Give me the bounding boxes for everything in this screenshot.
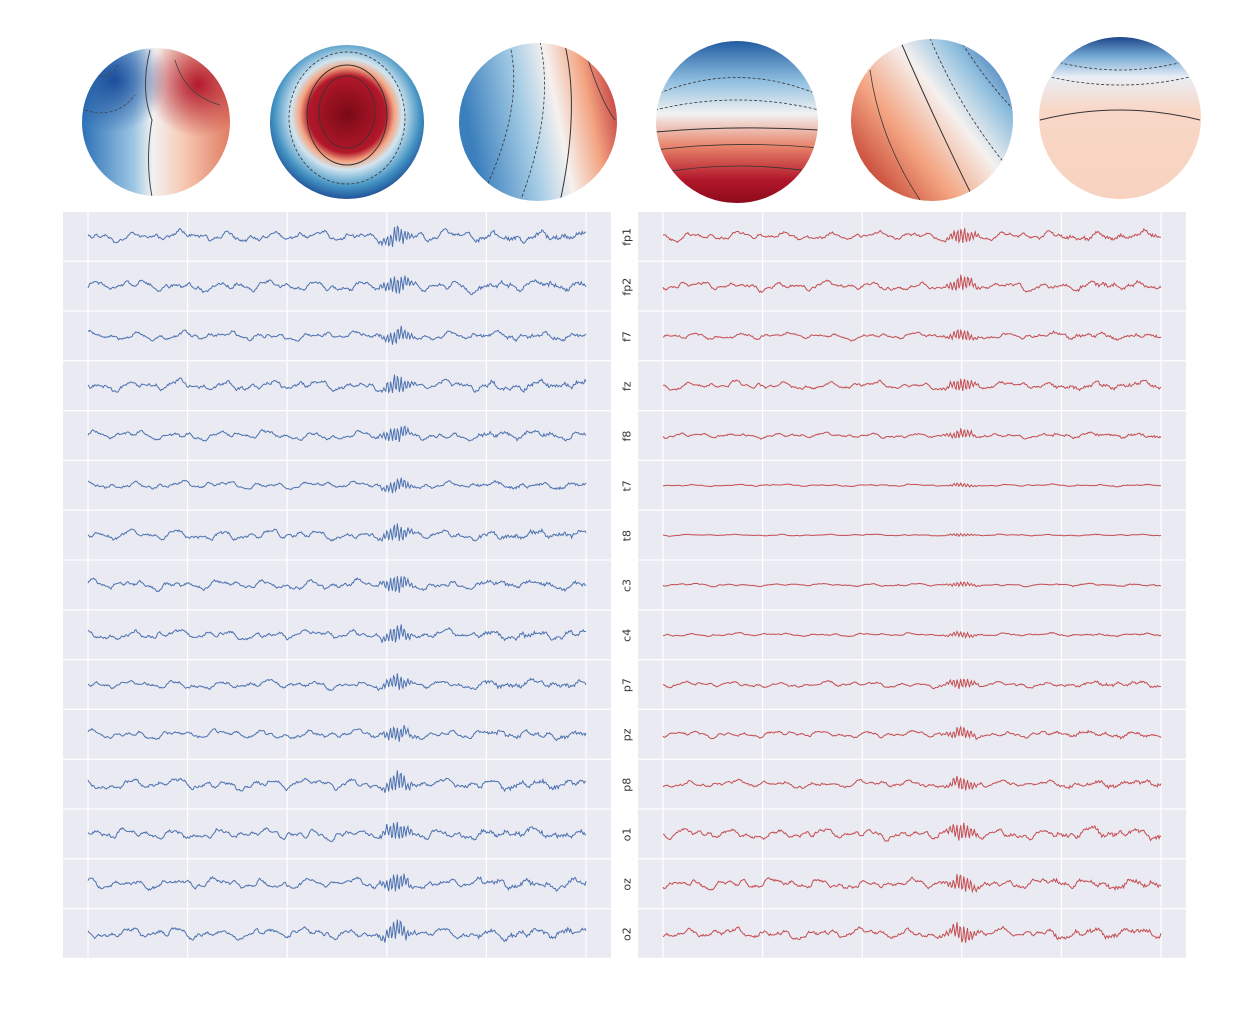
trace-row-background (63, 261, 611, 311)
channel-label-fz: fz (621, 381, 634, 391)
trace-row-background (638, 909, 1186, 958)
eeg-trace-t8 (663, 532, 1162, 538)
eeg-trace-f7 (87, 325, 587, 345)
eeg-trace-fp1 (662, 227, 1162, 244)
channel-label-c3: c3 (621, 579, 634, 592)
trace-row-background (63, 560, 611, 610)
eeg-trace-p8 (87, 770, 587, 793)
trace-row-background (63, 759, 611, 809)
channel-label-c4: c4 (621, 629, 634, 642)
trace-row-background (638, 311, 1186, 361)
eeg-trace-oz (662, 873, 1162, 894)
topomap-component-2 (265, 35, 429, 201)
trace-row-background (638, 560, 1186, 610)
eeg-trace-c4 (662, 630, 1162, 639)
channel-label-o2: o2 (621, 927, 634, 941)
trace-row-background (63, 510, 611, 560)
trace-row-background (638, 759, 1186, 809)
eeg-trace-p8 (662, 775, 1162, 791)
trace-row-background (638, 212, 1186, 261)
channel-label-p8: p8 (621, 778, 634, 792)
trace-row-background (638, 710, 1186, 759)
channel-label-f8: f8 (621, 431, 634, 442)
channel-label-f7: f7 (621, 331, 634, 342)
eeg-trace-t7 (87, 477, 587, 494)
channel-label-column: fp1 fp2 f7 fz f8 t7 t8 c3 c4 p7 pz p8 o1 oz o2 (621, 228, 634, 941)
trace-row-background (63, 859, 611, 908)
eeg-trace-c3 (662, 580, 1162, 588)
eeg-trace-fp1 (87, 225, 587, 248)
channel-label-o1: o1 (621, 828, 634, 842)
topomap-component-1 (76, 38, 236, 198)
topomap-component-4 (651, 31, 823, 205)
topomap-component-6 (1034, 27, 1206, 201)
eeg-trace-fp2 (662, 274, 1162, 294)
channel-label-t8: t8 (621, 530, 634, 541)
channel-label-pz: pz (621, 728, 634, 741)
channel-label-fp2: fp2 (621, 278, 634, 296)
trace-row-background (63, 909, 611, 958)
channel-label-fp1: fp1 (621, 228, 634, 246)
eeg-trace-fz (662, 378, 1162, 392)
eeg-trace-o2 (87, 919, 587, 943)
eeg-trace-o1 (87, 821, 587, 843)
trace-row-background (63, 660, 611, 709)
eeg-trace-t7 (662, 481, 1162, 488)
channel-label-p7: p7 (621, 678, 634, 692)
eeg-trace-oz (87, 873, 587, 892)
topomap-row (76, 27, 1206, 205)
eeg-panel-left (63, 212, 611, 959)
eeg-trace-f8 (87, 425, 587, 442)
eeg-panel-right (638, 212, 1186, 959)
trace-row-background (63, 710, 611, 759)
eeg-trace-c3 (87, 576, 587, 593)
trace-row-background (638, 660, 1186, 709)
channel-label-t7: t7 (621, 480, 634, 491)
eeg-trace-f7 (662, 329, 1162, 342)
channel-label-oz: oz (621, 878, 634, 891)
eeg-trace-p7 (87, 673, 587, 692)
eeg-trace-pz (87, 725, 587, 742)
trace-row-background (638, 859, 1186, 908)
eeg-trace-f8 (662, 428, 1162, 440)
trace-row-background (63, 461, 611, 510)
eeg-trace-o1 (662, 822, 1162, 842)
eeg-trace-pz (662, 725, 1162, 741)
eeg-trace-p7 (663, 678, 1162, 690)
trace-row-background (63, 411, 611, 460)
eeg-trace-o2 (662, 922, 1162, 943)
topomap-component-3 (454, 33, 622, 203)
eeg-trace-t8 (87, 523, 587, 543)
eeg-trace-c4 (87, 624, 587, 643)
eeg-trace-fz (87, 374, 587, 395)
eeg-trace-fp2 (87, 275, 587, 296)
topomap-component-5 (846, 29, 1018, 203)
